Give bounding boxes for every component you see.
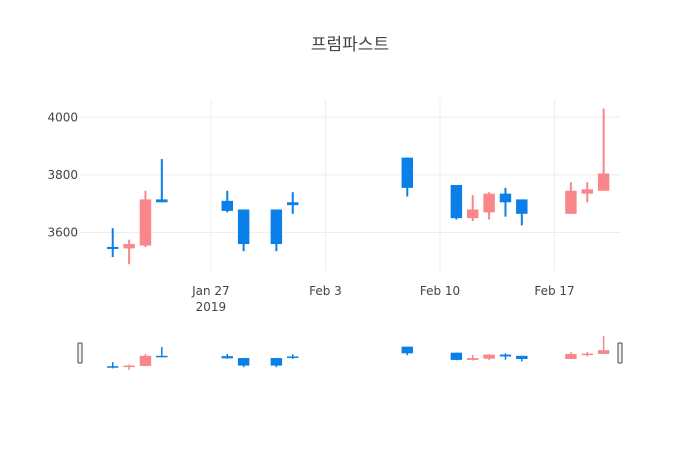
candle-body: [139, 199, 152, 246]
candles[interactable]: [107, 108, 610, 265]
x-tick-sublabel: 2019: [196, 300, 227, 314]
candle[interactable]: [237, 209, 250, 252]
gridlines: [80, 100, 620, 270]
mini-candle: [483, 354, 495, 361]
candle[interactable]: [581, 182, 593, 203]
mini-candle-body: [499, 354, 512, 357]
y-tick-label: 4000: [47, 110, 78, 124]
candle[interactable]: [139, 190, 152, 247]
mini-candle: [237, 358, 250, 368]
candle[interactable]: [221, 190, 233, 213]
candle-body: [123, 244, 135, 249]
y-tick-label: 3800: [47, 168, 78, 182]
mini-candle: [565, 352, 577, 359]
mini-candle: [401, 346, 413, 356]
mini-candle-body: [401, 346, 413, 354]
candle[interactable]: [499, 187, 512, 217]
mini-candle: [107, 362, 119, 369]
candle-body: [516, 199, 528, 214]
candle[interactable]: [401, 157, 413, 197]
mini-candle-body: [107, 366, 119, 368]
candle[interactable]: [450, 185, 463, 220]
x-tick-label: Jan 27: [191, 284, 230, 298]
mini-candle: [156, 347, 168, 358]
candle-body: [565, 190, 577, 214]
mini-candle: [123, 364, 135, 370]
candle-body: [156, 199, 168, 203]
candle-body: [237, 209, 250, 245]
mini-candle-body: [565, 353, 577, 359]
mini-candle-body: [450, 352, 463, 360]
candle[interactable]: [597, 108, 610, 191]
mini-candle-body: [123, 365, 135, 368]
mini-candle: [221, 353, 233, 359]
mini-candle-body: [221, 356, 233, 359]
mini-candle: [287, 354, 299, 359]
mini-candle-body: [581, 353, 593, 356]
mini-candle: [516, 355, 528, 362]
candle-body: [401, 157, 413, 188]
mini-candle-body: [483, 354, 495, 359]
chart-title: 프럼파스트: [311, 35, 389, 55]
candle[interactable]: [107, 228, 119, 258]
range-slider-right-handle[interactable]: [617, 342, 623, 364]
mini-candle-body: [467, 358, 479, 360]
mini-candle-body: [237, 358, 250, 366]
x-axis: Jan 27 2019 Feb 3 Feb 10 Feb 17: [191, 284, 575, 314]
candle-body: [287, 202, 299, 206]
range-slider-left-handle[interactable]: [77, 342, 83, 364]
candle[interactable]: [123, 239, 135, 265]
range-slider[interactable]: [77, 336, 623, 370]
candle[interactable]: [483, 192, 495, 220]
candle[interactable]: [287, 192, 299, 214]
mini-candle: [581, 352, 593, 357]
mini-candle: [450, 352, 463, 361]
x-tick-label: Feb 17: [534, 284, 574, 298]
y-axis: 3600 3800 4000: [47, 110, 78, 239]
candle-body: [483, 193, 495, 213]
mini-candle: [270, 358, 283, 368]
candle[interactable]: [467, 195, 479, 222]
candle[interactable]: [565, 182, 577, 214]
mini-candle: [499, 353, 512, 360]
mini-candle: [467, 354, 479, 361]
candle-body: [450, 185, 463, 219]
range-slider-candles: [107, 336, 610, 370]
mini-candle-body: [156, 355, 168, 358]
candle-body: [499, 193, 512, 203]
mini-candle-body: [516, 355, 528, 359]
candle[interactable]: [516, 199, 528, 226]
mini-candle: [139, 353, 152, 367]
x-tick-label: Feb 3: [309, 284, 342, 298]
mini-candle-body: [287, 356, 299, 358]
mini-candle-body: [270, 358, 283, 366]
mini-candle: [597, 336, 610, 354]
candle-body: [467, 209, 479, 219]
candle-body: [581, 189, 593, 194]
candle-body: [270, 209, 283, 245]
candle[interactable]: [156, 159, 168, 203]
candle[interactable]: [270, 209, 283, 252]
mini-candle-body: [597, 350, 610, 354]
mini-candle-body: [139, 355, 152, 366]
x-tick-label: Feb 10: [420, 284, 460, 298]
candle-body: [597, 173, 610, 191]
y-tick-label: 3600: [47, 226, 78, 240]
candle-body: [221, 200, 233, 211]
range-slider-background: [80, 336, 620, 370]
candle-body: [107, 246, 119, 249]
